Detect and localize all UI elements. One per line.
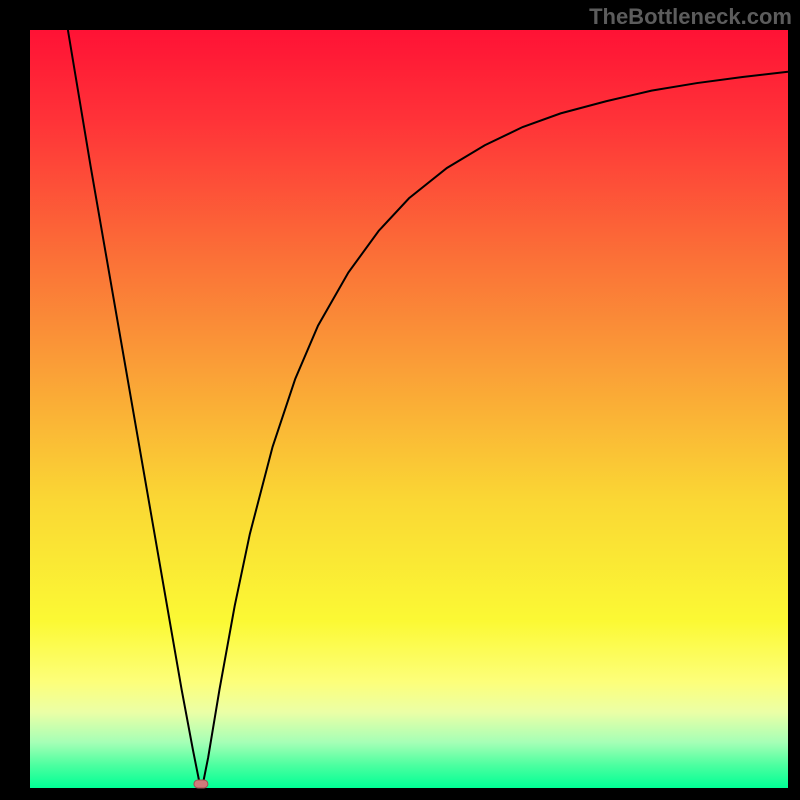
plot-area <box>30 30 788 788</box>
optimum-marker <box>194 780 209 789</box>
watermark-text: TheBottleneck.com <box>589 4 792 30</box>
bottleneck-curve <box>68 30 788 784</box>
chart-container: TheBottleneck.com <box>0 0 800 800</box>
curve-layer <box>30 30 788 788</box>
